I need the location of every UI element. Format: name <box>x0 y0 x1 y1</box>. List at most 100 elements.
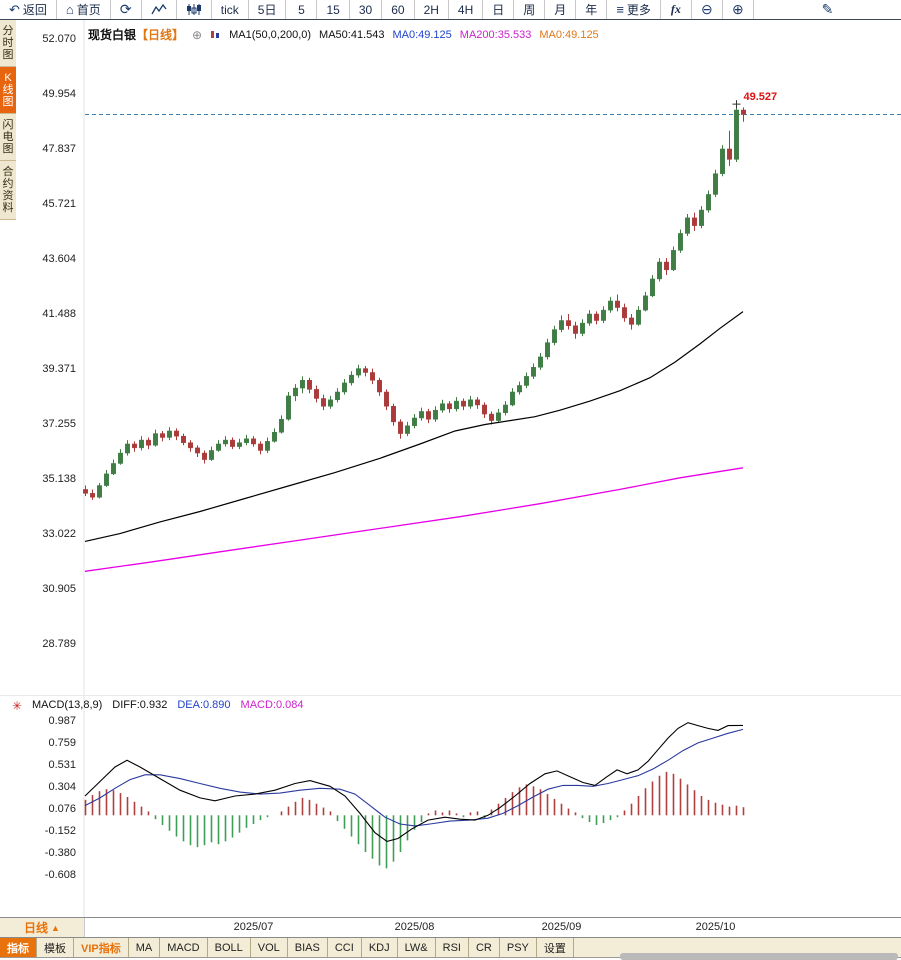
indicator-tab-BIAS[interactable]: BIAS <box>288 938 328 957</box>
back-button[interactable]: ↶ 返回 <box>0 0 57 19</box>
indicator-tab-BOLL[interactable]: BOLL <box>208 938 251 957</box>
candle-body <box>314 389 319 399</box>
candle-body <box>405 425 410 434</box>
zoom-out-icon: ⊖ <box>701 1 713 17</box>
home-button[interactable]: ⌂ 首页 <box>57 0 111 19</box>
indicator-tab-指标[interactable]: 指标 <box>0 938 37 957</box>
candle-body <box>608 300 613 311</box>
toolbar-period-60[interactable]: 60 <box>382 0 415 19</box>
toolbar-period-15[interactable]: 15 <box>317 0 350 19</box>
candle-body <box>363 368 368 373</box>
toolbar-period-5日[interactable]: 5日 <box>249 0 287 19</box>
candle-chart-button[interactable] <box>177 0 212 19</box>
x-axis-label-2025/08: 2025/08 <box>394 921 435 933</box>
sidebar-tab-分时图[interactable]: 分时图 <box>0 20 16 67</box>
dea-value: DEA:0.890 <box>177 699 231 711</box>
macd-axis-label: -0.608 <box>45 869 76 881</box>
ma50-line <box>84 311 744 542</box>
candle-body <box>223 439 228 445</box>
indicator-tab-RSI[interactable]: RSI <box>436 938 469 957</box>
candle-body <box>440 403 445 411</box>
toolbar-period-年[interactable]: 年 <box>576 0 608 19</box>
toolbar-period-tick[interactable]: tick <box>212 0 249 19</box>
candle-body <box>692 217 697 226</box>
toolbar-period-日[interactable]: 日 <box>483 0 515 19</box>
indicator-tab-VOL[interactable]: VOL <box>251 938 288 957</box>
more-label: 更多 <box>626 3 651 17</box>
candle-body <box>139 439 144 449</box>
toolbar-period-周[interactable]: 周 <box>514 0 546 19</box>
candle-body <box>321 398 326 407</box>
ma200-line <box>84 467 744 572</box>
candle-chart-icon <box>186 4 201 15</box>
candle-body <box>643 295 648 311</box>
toolbar-period-30[interactable]: 30 <box>350 0 383 19</box>
candle-body <box>657 261 662 280</box>
candle-body <box>552 329 557 343</box>
toolbar-period-4H[interactable]: 4H <box>449 0 484 19</box>
candle-body <box>433 409 438 420</box>
candle-body <box>83 489 88 494</box>
candle-body <box>237 442 242 447</box>
candle-body <box>671 250 676 271</box>
candle-body <box>398 421 403 434</box>
candle-body <box>587 313 592 324</box>
macd-settings-icon[interactable]: ✳ <box>12 699 23 713</box>
candle-body <box>468 399 473 407</box>
back-arrow-icon: ↶ <box>9 1 20 17</box>
ma50-value: MA50:41.543 <box>319 28 385 41</box>
candle-body <box>377 380 382 393</box>
candle-body <box>251 438 256 445</box>
ma0-value-blue: MA0:49.125 <box>392 28 452 41</box>
horizontal-scrollbar[interactable] <box>620 953 898 960</box>
indicator-tab-MA[interactable]: MA <box>129 938 161 957</box>
collapse-arrow-icon: ▲ <box>51 922 60 933</box>
chart-header: 现货白银 【日线】 ⊕ MA1(50,0,200,0) MA50:41.543 … <box>88 26 599 43</box>
candle-body <box>146 439 151 446</box>
indicator-tab-PSY[interactable]: PSY <box>500 938 537 957</box>
indicator-tab-VIP指标[interactable]: VIP指标 <box>74 938 129 957</box>
candle-body <box>538 356 543 368</box>
y-axis-label: 47.837 <box>42 143 76 155</box>
candle-body <box>720 148 725 174</box>
candle-body <box>132 443 137 449</box>
indicator-tab-MACD[interactable]: MACD <box>160 938 208 957</box>
candle-body <box>650 278 655 297</box>
more-button[interactable]: ≡ 更多 <box>607 0 661 19</box>
draw-button[interactable]: ✎ <box>754 0 901 19</box>
indicator-tab-KDJ[interactable]: KDJ <box>362 938 398 957</box>
zoom-out-button[interactable]: ⊖ <box>692 0 723 19</box>
period-indicator[interactable]: 日线 ▲ <box>0 918 85 937</box>
candle-body <box>90 493 95 498</box>
sidebar-tab-合约资料[interactable]: 合约资料 <box>0 161 16 220</box>
macd-axis-label: 0.987 <box>48 715 76 727</box>
zoom-in-button[interactable]: ⊕ <box>723 0 754 19</box>
toolbar-period-2H[interactable]: 2H <box>415 0 449 19</box>
macd-axis-label: -0.152 <box>45 825 76 837</box>
y-axis-label: 49.954 <box>42 88 76 100</box>
add-indicator-icon[interactable]: ⊕ <box>192 27 203 42</box>
candle-body <box>447 403 452 410</box>
sidebar-tab-闪电图[interactable]: 闪电图 <box>0 114 16 161</box>
y-axis-label: 28.789 <box>42 638 76 650</box>
line-chart-button[interactable] <box>142 0 177 19</box>
refresh-icon: ⟳ <box>119 1 132 17</box>
macd-axis-label: -0.380 <box>45 847 76 859</box>
toolbar-period-月[interactable]: 月 <box>545 0 577 19</box>
candle-body <box>706 194 711 211</box>
indicator-tab-模板[interactable]: 模板 <box>37 938 74 957</box>
candle-body <box>216 443 221 451</box>
fx-button[interactable]: fx <box>661 0 692 19</box>
indicator-tab-CR[interactable]: CR <box>469 938 500 957</box>
indicator-tab-LW&[interactable]: LW& <box>398 938 436 957</box>
candle-body <box>272 432 277 442</box>
refresh-button[interactable]: ⟳ <box>111 0 142 19</box>
candle-body <box>181 435 186 443</box>
indicator-tab-设置[interactable]: 设置 <box>537 938 574 957</box>
indicator-tab-CCI[interactable]: CCI <box>328 938 362 957</box>
candle-body <box>125 443 130 454</box>
toolbar-period-5[interactable]: 5 <box>286 0 318 19</box>
ma200-value: MA200:35.533 <box>459 28 532 41</box>
